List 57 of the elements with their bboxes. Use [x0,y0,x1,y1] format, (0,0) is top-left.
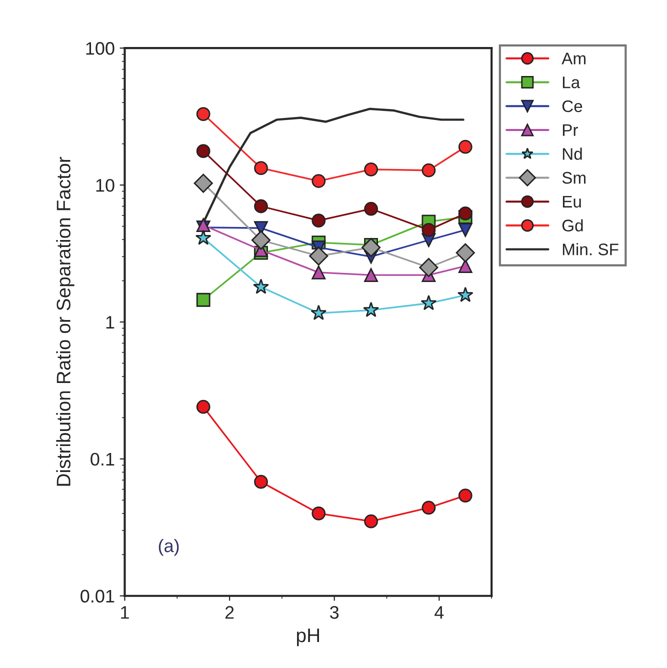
legend-label: Eu [562,196,581,208]
legend-label: Gd [562,219,583,232]
legend-label: La [562,76,580,88]
point [364,514,378,528]
point [364,162,378,176]
point [458,259,472,274]
legend-label: Pr [562,124,578,136]
point [362,238,381,258]
point [195,230,212,245]
point [254,474,268,489]
point [254,199,268,214]
point [419,258,438,278]
point [363,302,380,318]
point [309,246,328,266]
point [196,400,210,414]
legend-label: Sm [562,172,586,184]
point [253,278,269,294]
point [251,230,271,250]
point [312,214,326,228]
legend-label: Ce [562,100,582,112]
y-axis-title: Distribution Ratio or Separation Factor [56,156,74,486]
y-tick-label: 1 [106,316,114,329]
point [458,140,472,154]
point [457,286,474,302]
x-axis-title: pH [296,628,319,646]
y-tick-label: 100 [86,42,114,55]
legend-label: Min. SF [562,243,618,256]
y-tick-label: 0.1 [90,452,114,466]
y-tick-label: 0.01 [80,590,114,603]
point [194,174,213,193]
point [422,163,436,178]
annotation: (a) [158,538,179,556]
legend-label: Am [562,52,586,64]
point [364,268,378,282]
point [312,265,326,280]
point [312,506,326,520]
point [196,292,210,307]
x-tick-label: 1 [121,606,129,619]
point [458,488,472,503]
x-tick-label: 3 [330,606,339,619]
legend-label: Nd [562,148,582,160]
point [458,222,472,237]
point [196,144,210,158]
x-tick-label: 2 [225,606,234,619]
point [458,206,472,220]
point [312,174,326,188]
point [196,107,210,121]
point [254,161,268,176]
point [364,202,378,216]
point [196,218,210,232]
y-tick-label: 10 [96,178,114,192]
point [310,304,327,320]
point [422,222,436,237]
x-tick-label: 4 [434,606,444,619]
point [456,243,475,262]
point [420,294,437,310]
point [422,500,436,515]
